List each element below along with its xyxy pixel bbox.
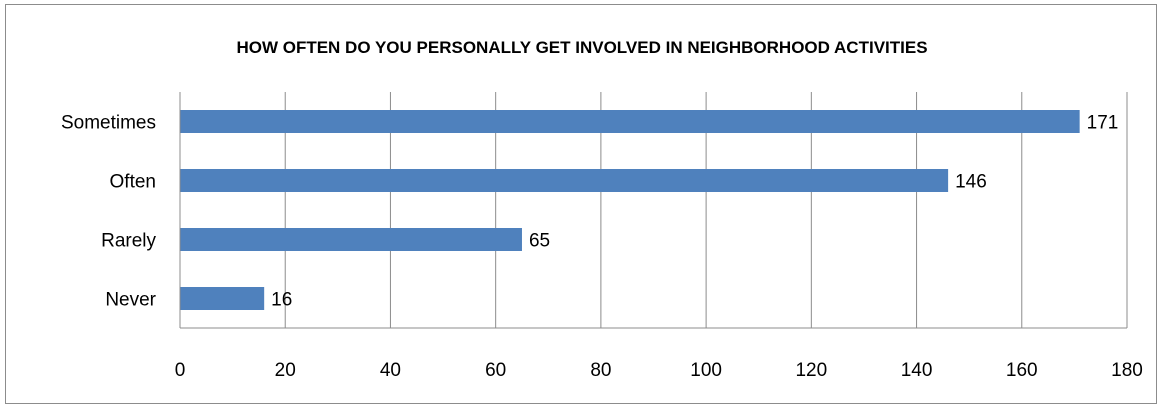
y-tick-label: Rarely (101, 231, 156, 252)
x-tick-label: 120 (795, 360, 827, 381)
y-tick-label: Never (105, 290, 156, 311)
bars (180, 110, 1080, 310)
data-label: 16 (271, 290, 292, 311)
data-label: 65 (529, 231, 550, 252)
x-tick-label: 100 (690, 360, 722, 381)
y-tick-label: Often (110, 172, 156, 193)
bar (180, 228, 522, 251)
y-tick-label: Sometimes (61, 113, 156, 134)
x-tick-label: 80 (590, 360, 611, 381)
chart-frame (5, 4, 1157, 404)
x-tick-label: 180 (1111, 360, 1143, 381)
bar (180, 169, 949, 192)
bar (180, 110, 1080, 133)
data-label: 146 (955, 172, 987, 193)
x-tick-label: 40 (380, 360, 401, 381)
y-tick-labels: Sometimes Often Rarely Never (61, 113, 157, 311)
bar (180, 287, 265, 310)
data-labels: 171 146 65 16 (271, 113, 1118, 311)
data-label: 171 (1087, 113, 1119, 134)
x-tick-label: 0 (175, 360, 186, 381)
x-tick-label: 160 (1006, 360, 1038, 381)
x-tick-labels: 0 20 40 60 80 100 120 140 160 180 (175, 360, 1143, 381)
chart-title: HOW OFTEN DO YOU PERSONALLY GET INVOLVED… (236, 38, 927, 57)
x-tick-label: 60 (485, 360, 506, 381)
axes (179, 92, 1127, 329)
x-tick-label: 20 (275, 360, 296, 381)
x-tick-label: 140 (901, 360, 933, 381)
